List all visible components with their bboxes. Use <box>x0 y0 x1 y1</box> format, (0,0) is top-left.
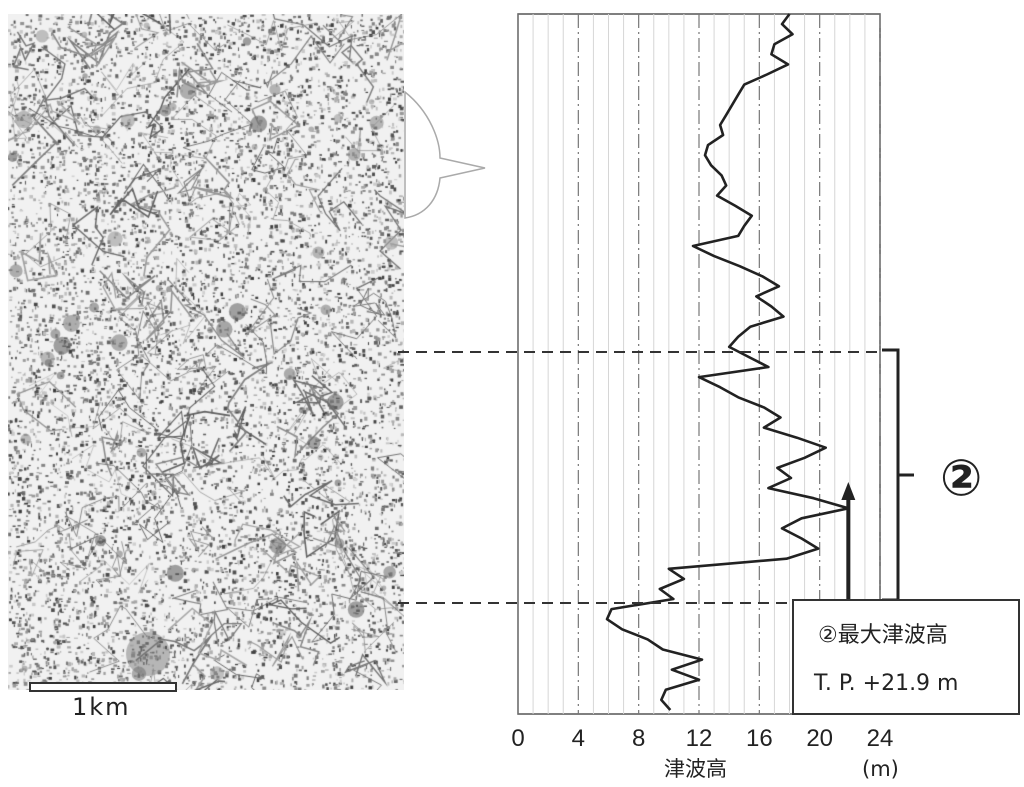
x-tick-labels: 0 4 8 12 16 20 24 <box>511 725 893 752</box>
x-tick-label: 20 <box>806 725 833 752</box>
x-tick-label: 12 <box>686 725 713 752</box>
max-height-arrowhead <box>841 482 856 500</box>
x-tick-label: 16 <box>746 725 773 752</box>
chart-area: 0 4 8 12 16 20 24 津波高 (m) <box>511 13 899 781</box>
max-height-callout: ②最大津波高 T. P. +21.9 m <box>792 599 1020 715</box>
callout-value: T. P. +21.9 m <box>813 671 958 696</box>
x-tick-label: 24 <box>867 725 894 752</box>
tsunami-height-line <box>605 13 850 711</box>
x-axis-unit: (m) <box>862 757 899 781</box>
scale-bar-label: 1km <box>72 693 131 721</box>
scale-bar: 1km <box>29 682 177 721</box>
x-tick-label: 0 <box>511 725 524 752</box>
section-label: ② <box>940 449 982 507</box>
x-tick-label: 8 <box>632 725 645 752</box>
map-zoom-wedge <box>404 90 486 219</box>
grid-lines <box>517 14 881 714</box>
x-axis-label: 津波高 <box>664 757 727 781</box>
callout-title: ②最大津波高 <box>818 623 948 648</box>
terrain-map <box>8 14 404 690</box>
x-tick-label: 4 <box>572 725 585 752</box>
section-bracket <box>882 348 914 602</box>
